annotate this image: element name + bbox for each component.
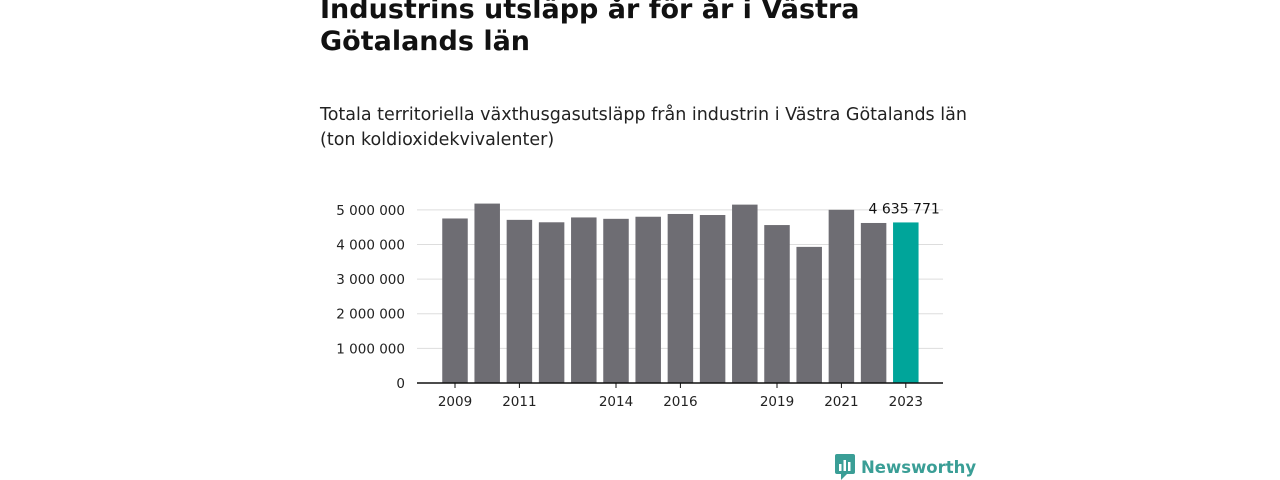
bar-2012 <box>538 222 565 383</box>
bar-2013 <box>571 217 597 383</box>
bar-2015 <box>635 216 661 383</box>
chart-title: Industrins utsläpp år för år i Västra Gö… <box>320 0 860 57</box>
y-tick-label: 5 000 000 <box>336 203 405 219</box>
bar-2016 <box>667 213 694 383</box>
y-tick-label: 4 000 000 <box>336 237 405 253</box>
x-tick-label: 2023 <box>889 394 923 410</box>
value-annotation: 4 635 771 <box>869 201 940 217</box>
bar-2021 <box>828 209 855 383</box>
bar-2019 <box>764 225 790 383</box>
bar-2022 <box>860 222 887 383</box>
chart-subtitle: Totala territoriella växthusgasutsläpp f… <box>320 105 967 150</box>
bar-2017 <box>699 215 726 383</box>
x-tick-label: 2021 <box>824 394 858 410</box>
x-tick-label: 2011 <box>502 394 536 410</box>
x-tick-label: 2014 <box>599 394 633 410</box>
bar-2009 <box>442 218 468 383</box>
y-tick-label: 3 000 000 <box>336 272 405 288</box>
y-axis-tick-labels: 0 1 000 000 2 000 000 3 000 000 4 000 000 5 0… <box>336 203 405 392</box>
x-tick-label: 2009 <box>438 394 472 410</box>
brand-name: Newsworthy <box>861 457 977 477</box>
bars <box>442 203 919 383</box>
x-axis-ticks: 2009 2011 2014 2016 2019 2021 2023 <box>438 383 923 410</box>
newsworthy-logo-icon <box>835 454 855 480</box>
bar-2014 <box>603 218 629 383</box>
y-tick-label: 0 <box>396 376 405 392</box>
x-tick-label: 2016 <box>663 394 697 410</box>
bar-2023 <box>893 222 919 383</box>
bar-2011 <box>506 219 533 383</box>
newsworthy-logo: Newsworthy <box>835 454 976 480</box>
bar-2020 <box>796 246 822 383</box>
bar-2010 <box>474 203 500 383</box>
y-tick-label: 1 000 000 <box>336 341 405 357</box>
bar-2018 <box>732 204 758 383</box>
x-tick-label: 2019 <box>760 394 794 410</box>
y-tick-label: 2 000 000 <box>336 307 405 323</box>
